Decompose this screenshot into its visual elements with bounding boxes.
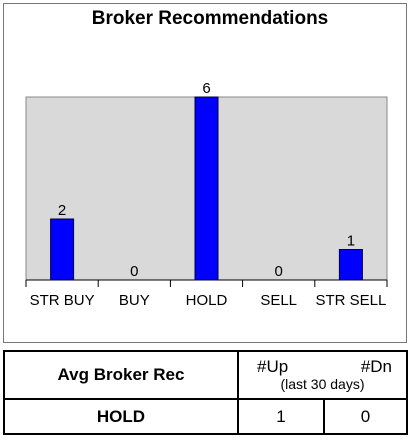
x-tick-label: STR SELL <box>315 292 387 309</box>
x-tick-label: STR BUY <box>29 292 95 309</box>
chart-title: Broker Recommendations <box>91 8 329 29</box>
x-tick-label: BUY <box>118 292 150 309</box>
header-period: (last 30 days) <box>280 376 365 392</box>
data-label: 2 <box>58 202 66 219</box>
x-tick-label: HOLD <box>185 292 228 309</box>
x-tick-label: SELL <box>260 292 298 309</box>
table-cell: 0 <box>323 398 408 435</box>
bar <box>50 218 75 281</box>
data-label: 0 <box>275 263 283 280</box>
header-cell: Avg Broker Rec <box>3 350 239 400</box>
header-dn: #Dn <box>360 357 392 376</box>
data-label: 1 <box>347 233 355 250</box>
table-cell: HOLD <box>3 398 239 435</box>
chart-frame <box>3 3 407 343</box>
bar <box>194 96 219 281</box>
bar <box>338 249 363 281</box>
summary-table: Avg Broker Rec #Up #Dn (last 30 days) HO… <box>3 350 408 435</box>
table-cell: 1 <box>237 398 325 435</box>
header-cell: #Up #Dn (last 30 days) <box>237 350 408 400</box>
header-up: #Up <box>257 357 289 376</box>
data-label: 0 <box>130 263 138 280</box>
data-label: 6 <box>202 80 210 97</box>
chart: 2 0 6 0 1 <box>25 80 388 287</box>
